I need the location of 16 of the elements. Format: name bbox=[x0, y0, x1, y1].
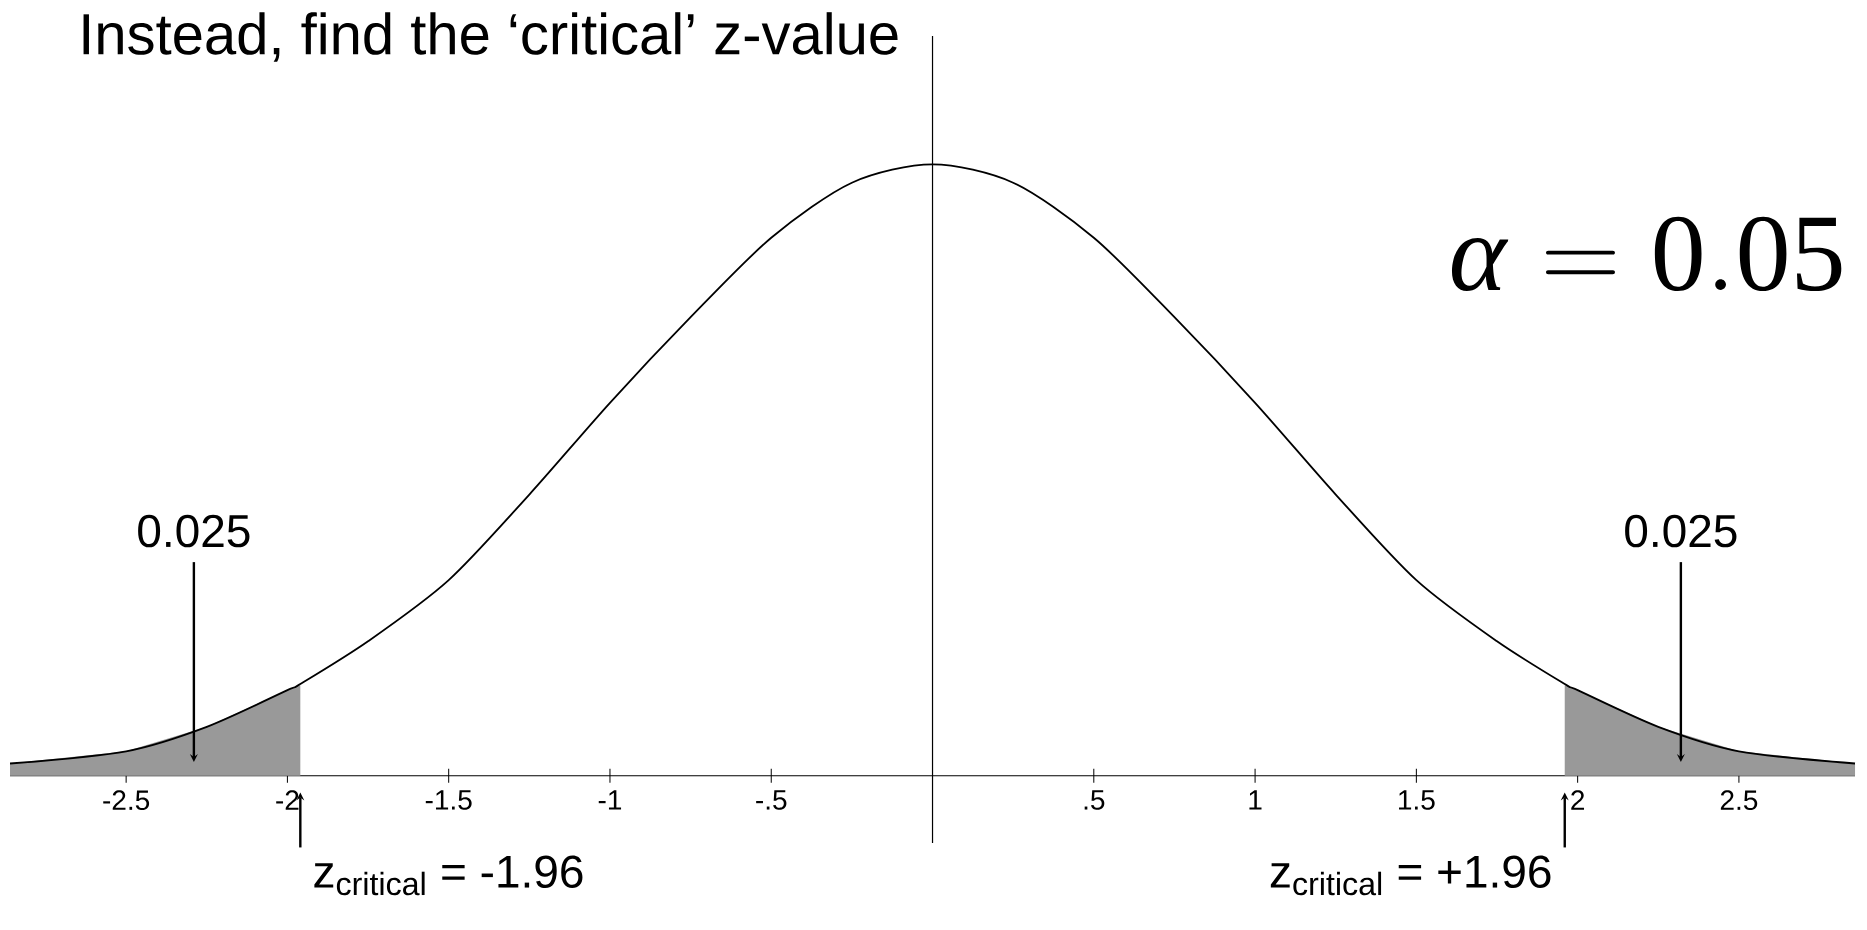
x-tick-label: -1.5 bbox=[425, 790, 472, 810]
x-tick-label: -.5 bbox=[756, 790, 787, 810]
annotation: z$_{critical}$ = +1.96 bbox=[1270, 855, 1551, 896]
x-tick-label: -2 bbox=[276, 790, 299, 810]
x-tick-label: 2 bbox=[1571, 790, 1585, 810]
chart-title: Instead, find the ‘critical’ z-value bbox=[83, 12, 898, 62]
annotation: $\alpha=0.05$ bbox=[1451, 216, 1842, 292]
x-tick-label: -2.5 bbox=[103, 790, 150, 811]
annotation: 0.025 bbox=[138, 514, 250, 548]
x-tick-label: 2.5 bbox=[1720, 790, 1758, 811]
annotation: 0.025 bbox=[1625, 514, 1737, 548]
x-tick-label: 1.5 bbox=[1399, 790, 1435, 810]
x-tick-label: 1 bbox=[1249, 790, 1262, 810]
x-tick-label: .5 bbox=[1084, 790, 1105, 810]
x-tick-label: -1 bbox=[598, 790, 622, 810]
annotation: z$_{critical}$ = -1.96 bbox=[314, 855, 583, 896]
